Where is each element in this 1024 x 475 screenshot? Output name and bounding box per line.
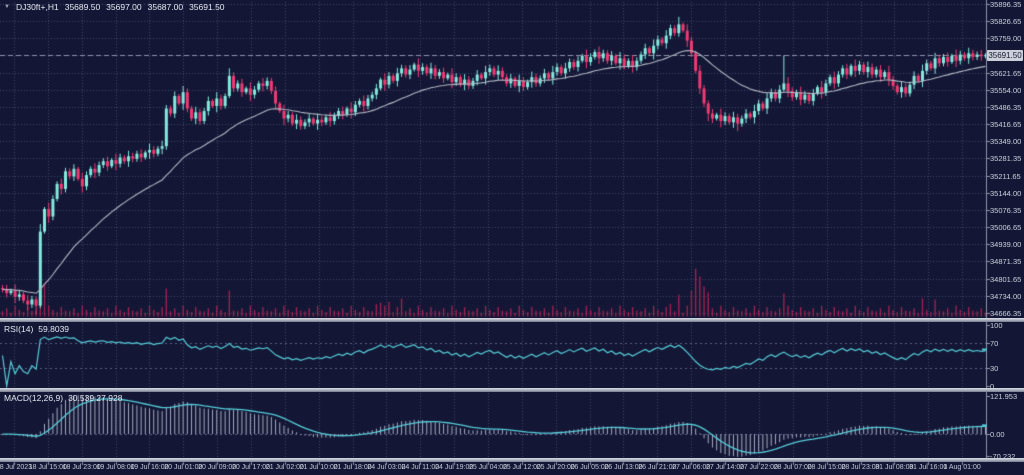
time-tick-label: 27 Jul 22:00 <box>739 464 778 471</box>
time-tick-label: 18 Jul 2023 <box>0 464 33 471</box>
time-tick-label: 31 Jul 16:00 <box>909 464 948 471</box>
time-tick-label: 20 Jul 01:00 <box>164 464 203 471</box>
price-tick-label: 34939.00 <box>990 240 1022 250</box>
price-tick-label: 35144.00 <box>990 188 1022 198</box>
rsi-tick-label: 30 <box>990 363 999 373</box>
panel-separator-rsi-macd[interactable] <box>0 388 1024 392</box>
time-tick-label: 21 Jul 18:00 <box>333 464 372 471</box>
macd-label-value: 30.539 27.928 <box>68 393 123 403</box>
time-tick-label: 20 Jul 09:00 <box>198 464 237 471</box>
time-tick-label: 19 Jul 16:00 <box>130 464 169 471</box>
time-tick-label: 1 Aug 01:00 <box>943 464 981 471</box>
time-tick-label: 25 Jul 04:00 <box>468 464 508 471</box>
rsi-indicator-label: RSI(14) 59.8039 <box>4 324 69 334</box>
price-tick-label: 35826.65 <box>990 17 1022 27</box>
time-tick-label: 28 Jul 23:00 <box>841 464 880 471</box>
time-tick-label: 27 Jul 06:00 <box>672 464 711 471</box>
ohlc-open: 35689.50 <box>64 2 101 12</box>
time-tick-label: 18 Jul 15:00 <box>28 464 67 471</box>
macd-tick-label: -70.232 <box>990 452 1016 461</box>
rsi-label-value: 59.8039 <box>38 324 70 334</box>
ohlc-close: 35691.50 <box>189 2 225 12</box>
symbol-period-label: DJ30ft+,H1 <box>15 2 59 12</box>
time-tick-label: 18 Jul 23:00 <box>62 464 101 471</box>
price-tick-label: 35554.00 <box>990 85 1022 95</box>
time-tick-label: 24 Jul 19:00 <box>435 464 474 471</box>
time-tick-label: 21 Jul 10:00 <box>299 464 338 471</box>
price-tick-label: 34734.00 <box>990 291 1022 301</box>
time-tick-label: 28 Jul 07:00 <box>773 464 812 471</box>
price-axis[interactable]: 35896.35 35826.65 35759.00 35621.65 35554.00… <box>986 0 1024 461</box>
price-tick-label: 35349.00 <box>990 137 1022 147</box>
current-price-box: 35691.50 <box>987 49 1023 61</box>
price-tick-label: 35896.35 <box>990 0 1022 9</box>
price-tick-label: 35211.65 <box>990 171 1021 181</box>
price-tick-label: 35621.65 <box>990 68 1022 78</box>
time-tick-label: 26 Jul 13:00 <box>604 464 643 471</box>
time-tick-label: 31 Jul 08:00 <box>875 464 914 471</box>
triangle-down-icon[interactable]: ▼ <box>4 4 10 10</box>
price-tick-label: 34871.35 <box>990 257 1022 267</box>
time-tick-label: 24 Jul 11:00 <box>401 464 440 471</box>
macd-indicator-label: MACD(12,26,9) 30.539 27.928 <box>4 393 122 403</box>
time-tick-label: 25 Jul 20:00 <box>536 464 575 471</box>
price-tick-label: 35076.35 <box>990 205 1022 215</box>
price-tick-label: 35759.00 <box>990 34 1022 44</box>
time-tick-label: 21 Jul 02:00 <box>265 464 304 471</box>
time-tick-label: 25 Jul 12:00 <box>502 464 541 471</box>
rsi-tick-label: 100 <box>990 321 1003 330</box>
macd-tick-label: 121.953 <box>990 392 1018 401</box>
time-tick-label: 20 Jul 17:00 <box>231 464 271 471</box>
ohlc-low: 35687.00 <box>147 2 184 12</box>
price-tick-label: 34666.35 <box>990 308 1022 318</box>
time-tick-label: 28 Jul 15:00 <box>807 464 846 471</box>
time-tick-label: 27 Jul 14:00 <box>705 464 745 471</box>
price-tick-label: 34801.65 <box>990 274 1022 284</box>
time-tick-label: 19 Jul 08:00 <box>96 464 135 471</box>
ohlc-high: 35697.00 <box>106 2 142 12</box>
price-tick-label: 35486.35 <box>990 102 1022 112</box>
time-tick-label: 26 Jul 21:00 <box>638 464 677 471</box>
rsi-label-name: RSI(14) <box>4 324 34 334</box>
macd-label-name: MACD(12,26,9) <box>4 393 64 403</box>
price-tick-label: 35006.65 <box>990 223 1022 233</box>
time-tick-label: 24 Jul 03:00 <box>367 464 406 471</box>
time-tick-label: 26 Jul 05:00 <box>570 464 609 471</box>
rsi-tick-label: 70 <box>990 339 999 349</box>
price-tick-label: 35416.65 <box>990 120 1022 130</box>
macd-tick-label: 0.00 <box>990 430 1005 440</box>
panel-separator-macd-timeaxis[interactable] <box>0 458 1024 462</box>
price-tick-label: 35281.35 <box>990 154 1022 164</box>
rsi-tick-label: 0 <box>990 382 995 391</box>
chart-title: ▼ DJ30ft+,H1 35689.50 35697.00 35687.00 … <box>4 2 225 12</box>
panel-separator-main-rsi[interactable] <box>0 318 1024 322</box>
